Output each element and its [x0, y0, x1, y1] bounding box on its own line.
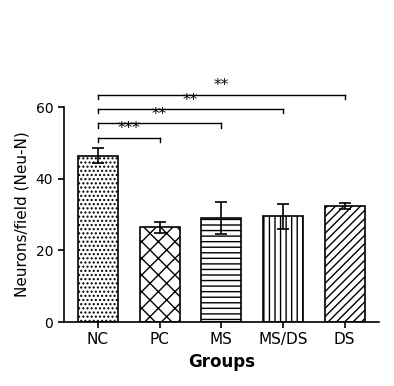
Bar [201, 218, 242, 322]
Text: **: ** [152, 107, 167, 122]
Bar [325, 206, 365, 322]
Bar [263, 217, 303, 322]
Y-axis label: Neurons/field (Neu-N): Neurons/field (Neu-N) [15, 132, 30, 298]
Bar [78, 156, 118, 322]
Text: **: ** [214, 78, 229, 93]
Bar [139, 227, 180, 322]
Text: **: ** [183, 93, 198, 108]
X-axis label: Groups: Groups [188, 353, 255, 371]
Text: ***: *** [117, 121, 140, 136]
